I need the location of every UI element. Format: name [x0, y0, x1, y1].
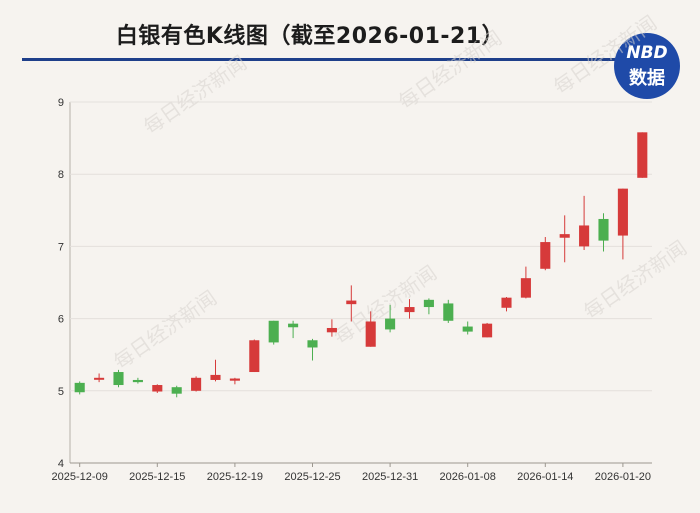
x-tick-label-3: 2025-12-25 [284, 471, 340, 483]
candle-body-20 [462, 326, 473, 332]
logo-text-nbd: NBD [626, 43, 668, 63]
watermark-3: 每日经济新闻 [109, 286, 221, 374]
candle-body-5 [171, 387, 182, 394]
candle-5 [171, 385, 182, 398]
candle-body-27 [598, 218, 609, 241]
candle-body-3 [132, 379, 143, 383]
candle-19 [443, 299, 454, 323]
y-tick-label-4: 4 [58, 458, 64, 470]
candle-body-12 [307, 340, 318, 348]
candle-15 [365, 311, 376, 347]
y-tick-label-9: 9 [58, 97, 64, 109]
candle-21 [482, 322, 493, 338]
candle-29 [637, 132, 648, 178]
candle-body-14 [346, 300, 357, 305]
candle-2 [113, 369, 124, 388]
candle-body-10 [268, 320, 279, 343]
candle-8 [229, 377, 240, 385]
candle-7 [210, 359, 221, 382]
candle-body-15 [365, 321, 376, 347]
candle-20 [462, 321, 473, 335]
candle-3 [132, 377, 143, 384]
x-tick-label-2: 2025-12-19 [207, 471, 263, 483]
candle-body-28 [617, 188, 628, 236]
candle-16 [385, 304, 396, 333]
candle-10 [268, 320, 279, 345]
x-tick-label-1: 2025-12-15 [129, 471, 185, 483]
candle-body-4 [152, 385, 163, 392]
x-axis: 2025-12-09 2025-12-15 2025-12-19 2025-12-25… [52, 463, 651, 483]
watermark-2: 每日经济新闻 [549, 11, 661, 99]
x-tick-label-4: 2025-12-31 [362, 471, 418, 483]
candle-6 [191, 376, 202, 392]
candle-body-13 [326, 327, 337, 333]
candle-17 [404, 299, 415, 319]
candle-body-2 [113, 372, 124, 386]
candle-27 [598, 213, 609, 252]
y-axis: 4 5 6 7 8 9 [58, 97, 64, 470]
candle-body-0 [74, 382, 85, 393]
watermark-0: 每日经济新闻 [139, 51, 251, 139]
title-underline [22, 58, 616, 61]
x-tick-label-0: 2025-12-09 [52, 471, 108, 483]
candle-body-24 [540, 242, 551, 269]
grid-layer [69, 101, 652, 464]
candle-14 [346, 285, 357, 322]
candle-12 [307, 338, 318, 361]
y-tick-label-5: 5 [58, 386, 64, 398]
y-tick-label-7: 7 [58, 241, 64, 253]
candle-24 [540, 237, 551, 271]
candle-13 [326, 319, 337, 337]
candle-body-26 [579, 225, 590, 247]
candle-body-7 [210, 374, 221, 380]
candle-body-18 [423, 299, 434, 308]
candle-22 [501, 296, 512, 312]
candle-body-19 [443, 303, 454, 321]
nbd-logo: NBD 数据 [614, 33, 680, 99]
candle-0 [74, 381, 85, 395]
candle-body-16 [385, 318, 396, 330]
candle-11 [288, 320, 299, 339]
candle-1 [94, 373, 105, 383]
x-tick-label-6: 2026-01-14 [517, 471, 573, 483]
candle-body-1 [94, 377, 105, 380]
watermark-5: 每日经济新闻 [579, 236, 691, 324]
chart-title: 白银有色K线图（截至2026-01-21） [115, 24, 505, 49]
candle-body-23 [520, 278, 531, 298]
candle-body-21 [482, 323, 493, 338]
logo-text-data: 数据 [629, 68, 665, 89]
candle-18 [423, 298, 434, 315]
x-tick-label-7: 2026-01-20 [595, 471, 651, 483]
watermark-1: 每日经济新闻 [394, 26, 506, 114]
y-tick-label-6: 6 [58, 314, 64, 326]
candle-23 [520, 266, 531, 299]
candle-body-11 [288, 323, 299, 328]
x-tick-label-5: 2026-01-08 [440, 471, 496, 483]
candle-9 [249, 339, 260, 373]
candle-body-25 [559, 234, 570, 238]
y-tick-label-8: 8 [58, 169, 64, 181]
candle-body-17 [404, 307, 415, 313]
candle-body-29 [637, 132, 648, 178]
candle-25 [559, 215, 570, 263]
candle-body-6 [191, 377, 202, 391]
candle-body-22 [501, 297, 512, 308]
candle-4 [152, 384, 163, 393]
candle-26 [579, 195, 590, 251]
candle-body-9 [249, 340, 260, 373]
candle-28 [617, 188, 628, 260]
candle-layer [74, 132, 648, 398]
candle-body-8 [229, 378, 240, 381]
